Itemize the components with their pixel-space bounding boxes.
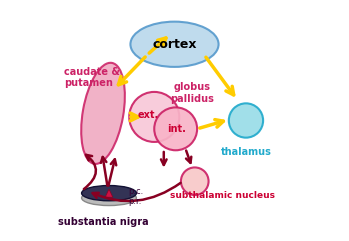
Polygon shape — [105, 189, 113, 197]
Text: int.: int. — [168, 124, 186, 134]
Ellipse shape — [131, 22, 218, 67]
Text: substantia nigra: substantia nigra — [58, 217, 148, 227]
Ellipse shape — [181, 167, 209, 195]
Ellipse shape — [82, 190, 136, 206]
Text: ext.: ext. — [138, 110, 159, 120]
Text: cortex: cortex — [152, 38, 197, 51]
Ellipse shape — [82, 186, 136, 201]
Ellipse shape — [129, 92, 179, 142]
Text: p.c.
p.r.: p.c. p.r. — [128, 187, 143, 206]
Ellipse shape — [154, 107, 197, 150]
Text: thalamus: thalamus — [221, 147, 272, 157]
Text: caudate &
putamen: caudate & putamen — [64, 67, 120, 88]
Text: globus
pallidus: globus pallidus — [170, 82, 214, 104]
Text: subthalamic nucleus: subthalamic nucleus — [170, 191, 275, 200]
Ellipse shape — [81, 63, 125, 164]
Ellipse shape — [229, 103, 263, 138]
